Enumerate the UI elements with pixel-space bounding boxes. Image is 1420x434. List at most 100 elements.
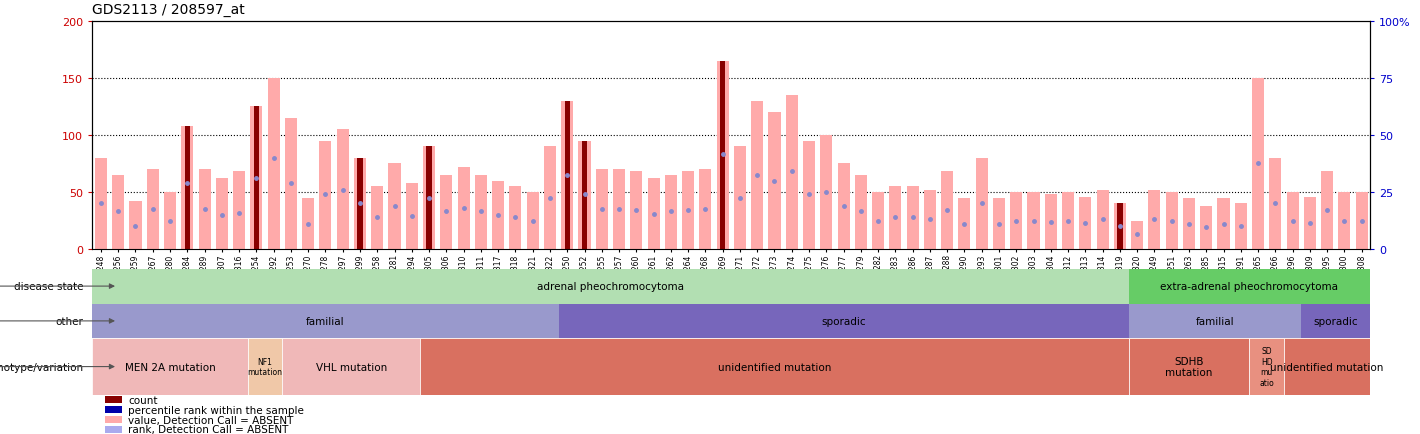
Bar <box>426 147 432 250</box>
Bar <box>285 118 297 250</box>
FancyBboxPatch shape <box>558 304 1129 339</box>
Text: percentile rank within the sample: percentile rank within the sample <box>128 405 304 415</box>
Bar <box>717 62 728 250</box>
Bar <box>838 164 849 250</box>
Bar <box>267 79 280 250</box>
Bar <box>872 193 885 250</box>
Bar <box>163 193 176 250</box>
Bar <box>389 164 400 250</box>
Text: unidentified mutation: unidentified mutation <box>717 362 831 372</box>
Bar <box>1149 190 1160 250</box>
Bar <box>682 172 694 250</box>
Text: sporadic: sporadic <box>1314 316 1358 326</box>
Bar <box>630 172 642 250</box>
Bar <box>1010 193 1022 250</box>
Text: SDHB
mutation: SDHB mutation <box>1166 356 1213 378</box>
Bar <box>565 102 569 250</box>
Bar <box>648 179 660 250</box>
Bar <box>1062 193 1074 250</box>
Bar <box>1166 193 1177 250</box>
Bar <box>440 175 453 250</box>
Text: familial: familial <box>1196 316 1234 326</box>
Bar <box>105 416 122 423</box>
Bar <box>596 170 608 250</box>
Bar <box>320 141 331 250</box>
FancyBboxPatch shape <box>1301 304 1370 339</box>
Bar <box>493 181 504 250</box>
Bar <box>1338 193 1350 250</box>
Text: MEN 2A mutation: MEN 2A mutation <box>125 362 216 372</box>
Bar <box>720 62 726 250</box>
Bar <box>1200 206 1213 250</box>
FancyBboxPatch shape <box>1129 269 1370 304</box>
Text: other: other <box>55 316 84 326</box>
Text: genotype/variation: genotype/variation <box>0 362 84 372</box>
Bar <box>993 198 1005 250</box>
Bar <box>1096 190 1109 250</box>
Bar <box>1356 193 1367 250</box>
Bar <box>665 175 677 250</box>
Bar <box>457 168 470 250</box>
Bar <box>959 198 970 250</box>
Bar <box>561 102 574 250</box>
Bar <box>889 187 902 250</box>
Text: GDS2113 / 208597_at: GDS2113 / 208597_at <box>92 3 246 17</box>
Bar <box>302 198 314 250</box>
Bar <box>105 406 122 413</box>
Bar <box>129 202 142 250</box>
Bar <box>358 158 362 250</box>
Text: VHL mutation: VHL mutation <box>315 362 388 372</box>
Text: disease state: disease state <box>14 282 84 291</box>
Bar <box>250 107 263 250</box>
FancyBboxPatch shape <box>92 304 558 339</box>
Bar <box>105 397 122 404</box>
Bar <box>1304 197 1316 250</box>
Bar <box>337 130 349 250</box>
Bar <box>105 426 122 433</box>
Bar <box>821 135 832 250</box>
Bar <box>544 147 557 250</box>
Bar <box>941 172 953 250</box>
Bar <box>785 96 798 250</box>
Text: count: count <box>128 395 158 405</box>
Bar <box>371 187 383 250</box>
Bar <box>1287 193 1299 250</box>
FancyBboxPatch shape <box>1284 339 1370 395</box>
Bar <box>1252 79 1264 250</box>
Bar <box>1321 172 1333 250</box>
Bar <box>582 141 588 250</box>
Bar <box>406 184 417 250</box>
Text: SD
HD
mu
atio: SD HD mu atio <box>1260 347 1274 387</box>
Bar <box>768 113 781 250</box>
Bar <box>1118 204 1123 250</box>
Bar <box>423 147 435 250</box>
Bar <box>1113 204 1126 250</box>
Text: rank, Detection Call = ABSENT: rank, Detection Call = ABSENT <box>128 424 288 434</box>
Bar <box>254 107 258 250</box>
Bar <box>613 170 625 250</box>
Bar <box>199 170 210 250</box>
Text: unidentified mutation: unidentified mutation <box>1271 362 1384 372</box>
Bar <box>1132 221 1143 250</box>
Bar <box>699 170 711 250</box>
Bar <box>1079 197 1092 250</box>
Bar <box>1217 198 1230 250</box>
FancyBboxPatch shape <box>92 339 247 395</box>
Bar <box>906 187 919 250</box>
Bar <box>112 175 125 250</box>
Bar <box>1235 204 1247 250</box>
FancyBboxPatch shape <box>283 339 420 395</box>
Bar <box>233 172 246 250</box>
Bar <box>751 102 764 250</box>
Bar <box>216 179 227 250</box>
Text: adrenal pheochromocytoma: adrenal pheochromocytoma <box>537 282 684 291</box>
Text: extra-adrenal pheochromocytoma: extra-adrenal pheochromocytoma <box>1160 282 1339 291</box>
FancyBboxPatch shape <box>1129 339 1250 395</box>
Bar <box>474 175 487 250</box>
Bar <box>1028 193 1039 250</box>
Bar <box>510 187 521 250</box>
Bar <box>182 126 193 250</box>
Bar <box>802 141 815 250</box>
FancyBboxPatch shape <box>1250 339 1284 395</box>
FancyBboxPatch shape <box>420 339 1129 395</box>
